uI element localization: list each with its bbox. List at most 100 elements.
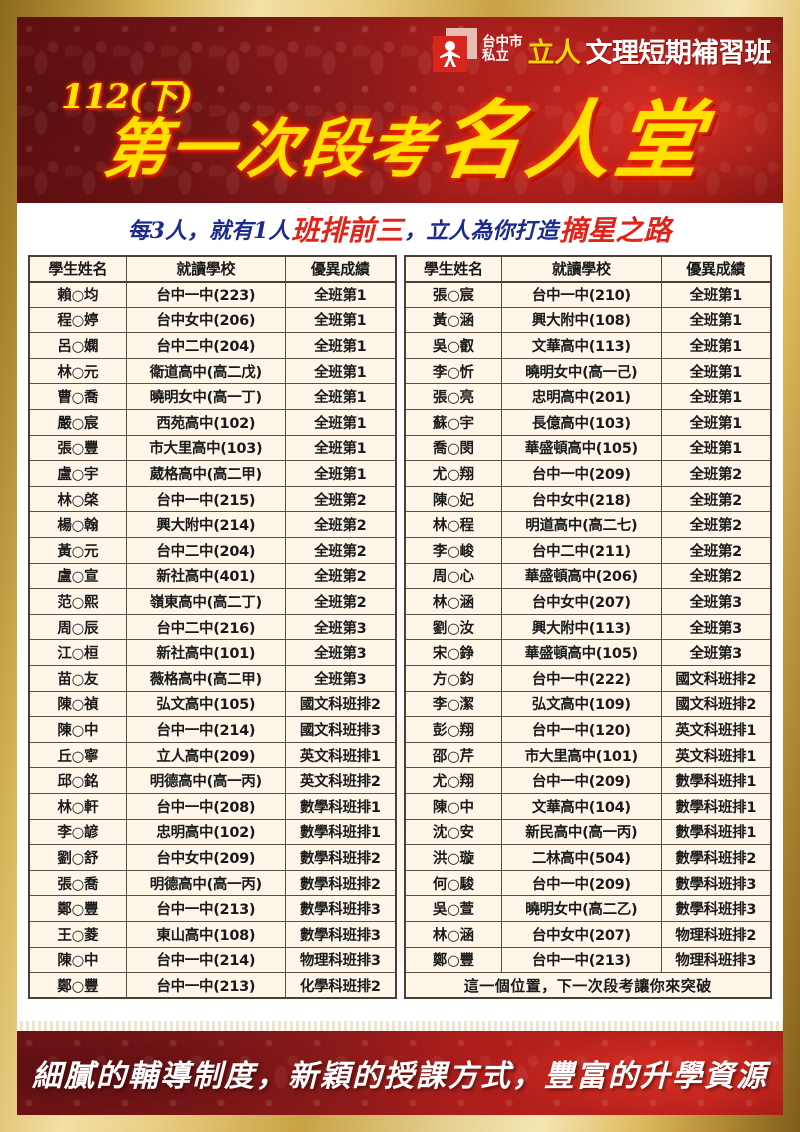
cell-achievement: 數學科班排1 <box>660 767 772 794</box>
cell-achievement: 全班第1 <box>660 383 772 411</box>
subtitle-segment-3: ，立人為你打造 <box>404 218 559 244</box>
cell-student-name: 宋○錚 <box>403 639 503 666</box>
logo-brand-text: 立人 <box>527 37 582 69</box>
cell-student-name: 陳○中 <box>403 792 503 820</box>
cell-student-name: 林○程 <box>403 511 503 539</box>
cell-student-name: 李○忻 <box>403 357 503 385</box>
cell-student-name: 彭○翔 <box>403 716 503 743</box>
cell-student-name: 程○婷 <box>28 306 127 334</box>
table-row: 張○宸 台中一中(210) 全班第1 <box>403 281 772 308</box>
table-row: 黃○涵 興大附中(108) 全班第1 <box>403 306 772 334</box>
table-row: 蘇○宇 長億高中(103) 全班第1 <box>403 409 772 436</box>
cell-achievement: 國文科班排2 <box>660 690 772 718</box>
cell-student-name: 李○潔 <box>403 690 503 718</box>
cell-student-name: 沈○安 <box>403 818 503 846</box>
cell-achievement: 全班第2 <box>285 562 396 590</box>
cell-student-name: 吳○萱 <box>403 895 503 922</box>
cell-student-name: 尤○翔 <box>403 460 503 487</box>
table-row: 程○婷 台中女中(206) 全班第1 <box>28 306 396 334</box>
subtitle-line: 每3人，就有1人 班排前三 ，立人為你打造 摘星之路 <box>28 203 772 255</box>
cell-achievement: 化學科班排2 <box>285 972 396 999</box>
table-row: 盧○宇 葳格高中(高二甲) 全班第1 <box>28 460 396 487</box>
cell-achievement: 數學科班排1 <box>285 818 396 846</box>
cell-achievement: 全班第1 <box>285 357 396 385</box>
cell-achievement: 國文科班排2 <box>285 690 396 718</box>
cell-school: 葳格高中(高二甲) <box>125 460 287 487</box>
cell-student-name: 林○涵 <box>403 920 503 948</box>
cell-school: 台中一中(209) <box>501 767 662 794</box>
cell-achievement: 全班第3 <box>660 639 772 666</box>
cell-school: 明德高中(高一丙) <box>125 869 287 897</box>
cell-school: 忠明高中(102) <box>125 818 287 846</box>
table-row: 鄭○豐 台中一中(213) 化學科班排2 <box>28 972 396 999</box>
cell-achievement: 全班第2 <box>285 588 396 615</box>
cell-student-name: 鄭○豐 <box>28 972 127 999</box>
cell-student-name: 林○軒 <box>28 792 127 820</box>
table-row: 林○涵 台中女中(207) 物理科班排2 <box>403 920 772 948</box>
honor-roll-table-left: 學生姓名 就讀學校 優異成績 賴○均 台中一中(223) 全班第1 程○婷 台中女中(2… <box>28 255 397 1000</box>
cell-achievement: 全班第1 <box>285 383 396 411</box>
footer-banner: 細膩的輔導制度，新穎的授課方式，豐富的升學資源 <box>17 1031 783 1115</box>
school-logo: 台中市 私立 立人 文理短期補習班 <box>433 28 771 72</box>
cell-student-name: 江○桓 <box>28 639 127 666</box>
cell-student-name: 邵○芹 <box>403 741 503 769</box>
table-row: 鄭○豐 台中一中(213) 數學科班排3 <box>28 895 396 922</box>
cell-student-name: 陳○禎 <box>28 690 127 718</box>
cell-school: 台中女中(207) <box>501 588 662 615</box>
cell-achievement: 全班第1 <box>660 409 772 436</box>
cell-achievement: 全班第1 <box>660 306 772 334</box>
cell-school: 嶺東高中(高二丁) <box>125 588 287 615</box>
cell-school: 興大附中(113) <box>501 613 662 641</box>
table-row: 江○桓 新社高中(101) 全班第3 <box>28 639 396 666</box>
poster-inner-frame: 台中市 私立 立人 文理短期補習班 112(下) 第一次段考 名人堂 每3人，就… <box>17 17 783 1115</box>
cell-student-name: 嚴○宸 <box>28 409 127 436</box>
cell-achievement: 英文科班排2 <box>285 767 396 794</box>
cell-school: 明德高中(高一丙) <box>125 767 287 794</box>
cell-school: 興大附中(214) <box>125 511 287 539</box>
logo-prefix-text: 台中市 私立 <box>482 35 523 64</box>
cell-school: 西苑高中(102) <box>125 409 287 436</box>
cell-school: 弘文高中(105) <box>125 690 287 718</box>
cell-student-name: 邱○銘 <box>28 767 127 794</box>
headline-part-a: 第一次段考 <box>100 111 439 187</box>
column-header-achievement: 優異成績 <box>660 255 772 283</box>
cell-school: 台中女中(206) <box>125 306 287 334</box>
cell-achievement: 全班第3 <box>285 613 396 641</box>
cell-achievement: 全班第3 <box>285 665 396 692</box>
table-row: 喬○閔 華盛頓高中(105) 全班第1 <box>403 434 772 462</box>
cell-student-name: 劉○舒 <box>28 844 127 871</box>
table-row: 范○熙 嶺東高中(高二丁) 全班第2 <box>28 588 396 615</box>
table-row: 沈○安 新民高中(高一丙) 數學科班排1 <box>403 818 772 846</box>
cell-student-name: 黃○涵 <box>403 306 503 334</box>
table-row: 方○鈞 台中一中(222) 國文科班排2 <box>403 665 772 692</box>
cell-school: 台中女中(207) <box>501 920 662 948</box>
table-row: 張○豐 市大里高中(103) 全班第1 <box>28 434 396 462</box>
cell-achievement: 全班第1 <box>285 409 396 436</box>
cell-achievement: 全班第1 <box>285 434 396 462</box>
cell-school: 台中一中(209) <box>501 869 662 897</box>
logo-prefix-line2: 私立 <box>482 48 509 64</box>
cell-achievement: 物理科班排2 <box>660 920 772 948</box>
cell-school: 台中二中(204) <box>125 537 287 564</box>
cell-school: 台中一中(214) <box>125 946 287 974</box>
cell-student-name: 盧○宇 <box>28 460 127 487</box>
table-row: 丘○寧 立人高中(209) 英文科班排1 <box>28 741 396 769</box>
table-row: 李○潔 弘文高中(109) 國文科班排2 <box>403 690 772 718</box>
cell-student-name: 林○棨 <box>28 485 127 513</box>
honor-roll-table-right: 學生姓名 就讀學校 優異成績 張○宸 台中一中(210) 全班第1 黃○涵 興大附中(1… <box>403 255 772 1000</box>
cell-achievement: 數學科班排3 <box>660 895 772 922</box>
cell-achievement: 英文科班排1 <box>285 741 396 769</box>
cell-achievement: 全班第1 <box>285 332 396 359</box>
column-header-student-name: 學生姓名 <box>28 255 127 283</box>
table-row: 苗○友 薇格高中(高二甲) 全班第3 <box>28 665 396 692</box>
table-row: 邱○銘 明德高中(高一丙) 英文科班排2 <box>28 767 396 794</box>
header-banner: 台中市 私立 立人 文理短期補習班 112(下) 第一次段考 名人堂 <box>17 17 783 203</box>
column-header-school: 就讀學校 <box>501 255 662 283</box>
cell-school: 明道高中(高二七) <box>501 511 662 539</box>
cell-student-name: 李○諺 <box>28 818 127 846</box>
cell-student-name: 鄭○豐 <box>403 946 503 974</box>
table-row: 林○涵 台中女中(207) 全班第3 <box>403 588 772 615</box>
headline-part-b: 名人堂 <box>431 91 713 191</box>
subtitle-segment-1: 每3人，就有1人 <box>127 218 291 244</box>
